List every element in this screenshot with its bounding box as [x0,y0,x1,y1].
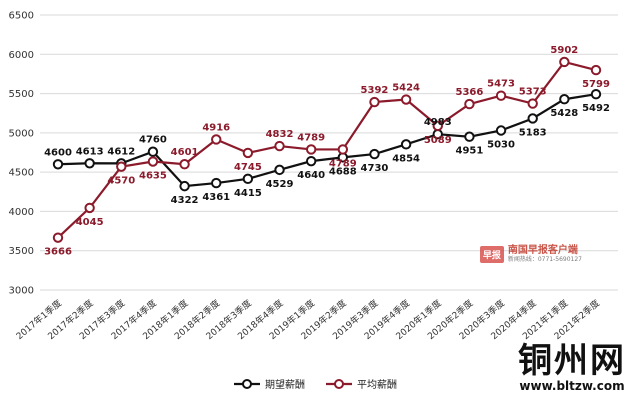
data-label: 4612 [107,146,135,157]
data-label: 4832 [266,129,294,140]
data-point [116,161,127,172]
data-label: 4322 [171,195,199,206]
legend-label: 期望薪酬 [265,378,305,391]
data-point [527,113,538,124]
data-label: 5183 [519,127,547,138]
data-label: 4570 [107,176,135,187]
data-point [432,120,443,132]
y-tick-label: 6000 [9,50,34,61]
data-label: 4983 [424,117,452,128]
data-label: 4854 [392,153,420,164]
data-point [590,89,602,100]
data-point [52,232,64,243]
data-point [211,177,222,189]
series-line-0 [57,93,597,188]
logo-name: 铜州网 [518,341,626,381]
y-tick-label: 4000 [9,207,34,218]
data-point [274,164,285,176]
data-point [84,202,95,214]
data-point [495,125,507,136]
data-label: 4745 [234,162,262,173]
data-point [211,134,222,145]
y-tick-label: 5000 [9,128,34,139]
data-label: 4789 [329,158,357,169]
data-point [400,94,412,105]
data-label: 4635 [139,171,167,182]
data-label: 5799 [582,79,610,90]
site-logo: 铜州网 www.bltzw.com [518,343,626,393]
data-point [179,180,190,192]
data-point [84,158,95,169]
grid-lines [40,14,618,291]
data-label: 4045 [76,217,104,228]
watermark-name: 南国早报客户端 [507,245,578,256]
y-tick-label: 4500 [9,168,34,179]
data-label: 4601 [171,147,199,158]
data-point [369,148,380,160]
data-point [242,147,254,159]
data-label: 5030 [487,140,515,151]
y-axis: 3000 3500 4000 4500 5000 5500 6000 6500 [9,11,34,297]
data-label: 4600 [44,147,72,158]
watermark-badge: 早报 [479,246,504,263]
data-label: 4640 [297,170,325,181]
data-label: 4916 [202,122,230,133]
data-label: 4688 [329,166,357,177]
data-point [559,56,570,68]
data-point [337,144,349,155]
data-label: 3666 [44,247,72,258]
data-point [52,159,64,170]
data-label: 5473 [487,79,515,90]
data-label: 5492 [582,103,610,114]
data-point [590,64,602,76]
data-point [305,144,317,155]
data-label: 5089 [424,135,452,146]
watermark-tel: 新闻热线：0771-5690127 [507,256,582,263]
y-tick-label: 6500 [9,11,34,22]
data-label: 5366 [455,87,483,98]
data-point [242,173,254,185]
data-point [179,159,190,170]
series-group [52,56,602,243]
data-label: 4789 [297,132,325,143]
y-tick-label: 5500 [9,89,34,100]
series-line-1 [57,60,597,239]
data-label: 4361 [202,192,230,203]
data-point [495,90,507,101]
data-point [147,156,159,167]
data-label: 4730 [361,163,389,174]
legend-swatch-marker [334,379,344,389]
data-label: 4951 [455,146,483,157]
newspaper-watermark: 早报 南国早报客户端 新闻热线：0771-5690127 [479,245,582,264]
data-label: 5373 [519,87,547,98]
data-label: 5428 [550,108,578,119]
data-point [274,140,285,152]
data-point [527,98,538,109]
x-axis: 2017年1季度2017年2季度2017年3季度2017年4季度2018年1季度… [14,297,602,342]
data-label: 5902 [550,45,578,56]
data-point [559,94,570,105]
data-point [464,131,475,142]
data-point [305,155,317,167]
data-label: 4613 [76,146,104,157]
legend: 期望薪酬 平均薪酬 [234,378,397,391]
data-label: 4760 [139,135,167,146]
legend-label: 平均薪酬 [357,379,397,391]
y-tick-label: 3000 [9,286,34,297]
data-point [464,98,475,110]
data-label: 5424 [392,83,420,94]
legend-swatch-marker [242,379,252,389]
data-label: 4529 [266,179,294,190]
logo-url: www.bltzw.com [519,379,625,393]
data-label: 5392 [361,85,389,96]
y-tick-label: 3500 [9,246,34,257]
data-point [147,146,159,157]
data-label: 4415 [234,188,262,199]
data-point [369,96,380,108]
data-point [400,139,412,150]
